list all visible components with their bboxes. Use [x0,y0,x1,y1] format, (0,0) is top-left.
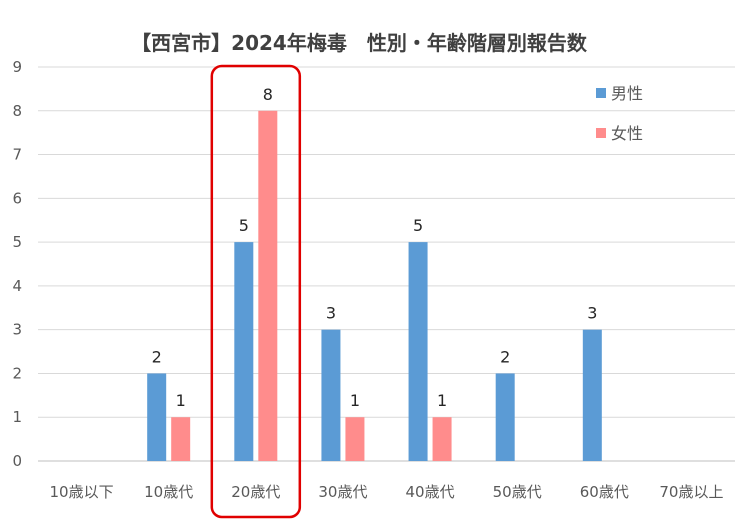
x-axis-categories: 10歳以下 10歳代 20歳代 30歳代 40歳代 50歳代 60歳代 70歳以上 [50,483,724,501]
bar [345,417,365,461]
data-label: 5 [239,216,249,235]
y-tick-label: 2 [12,364,22,382]
data-label: 3 [587,304,597,323]
data-label: 1 [437,391,447,410]
data-label: 1 [176,391,186,410]
y-tick-label: 5 [12,233,22,251]
legend-swatch [596,128,606,138]
x-category-label: 10歳以下 [50,483,114,501]
x-category-label: 10歳代 [144,483,193,501]
y-axis-ticks: 0 1 2 3 4 5 6 7 8 9 [12,58,22,470]
data-label: 2 [152,347,162,366]
y-tick-label: 8 [12,102,22,120]
bar [171,417,191,461]
x-category-label: 50歳代 [493,483,542,501]
bar [258,110,278,462]
data-label: 8 [263,85,273,104]
x-category-label: 40歳代 [406,483,455,501]
x-category-label: 60歳代 [580,483,629,501]
data-label: 5 [413,216,423,235]
legend-swatch [596,88,606,98]
data-label: 3 [326,304,336,323]
legend-label: 女性 [611,124,643,143]
highlight-box [210,64,302,519]
bar [234,242,254,461]
bar [321,329,341,461]
y-tick-label: 0 [12,452,22,470]
x-category-label: 70歳以上 [659,483,723,501]
bar [582,329,602,461]
y-tick-label: 1 [12,408,22,426]
data-label: 2 [500,347,510,366]
chart-title: 【西宮市】2024年梅毒 性別・年齢階層別報告数 [131,31,588,55]
bar [432,417,452,461]
y-tick-label: 7 [12,146,22,164]
legend-label: 男性 [611,84,643,103]
highlight-frame [210,64,302,519]
y-tick-label: 9 [12,58,22,76]
y-tick-label: 3 [12,321,22,339]
bar [408,242,428,461]
y-tick-label: 4 [12,277,22,295]
bar [147,373,167,461]
y-tick-label: 6 [12,189,22,207]
data-label: 1 [350,391,360,410]
bars [147,110,602,462]
data-labels: 2 1 5 8 3 1 5 1 2 3 [152,85,598,410]
bar [495,373,515,461]
x-category-label: 20歳代 [231,483,280,501]
x-category-label: 30歳代 [318,483,367,501]
